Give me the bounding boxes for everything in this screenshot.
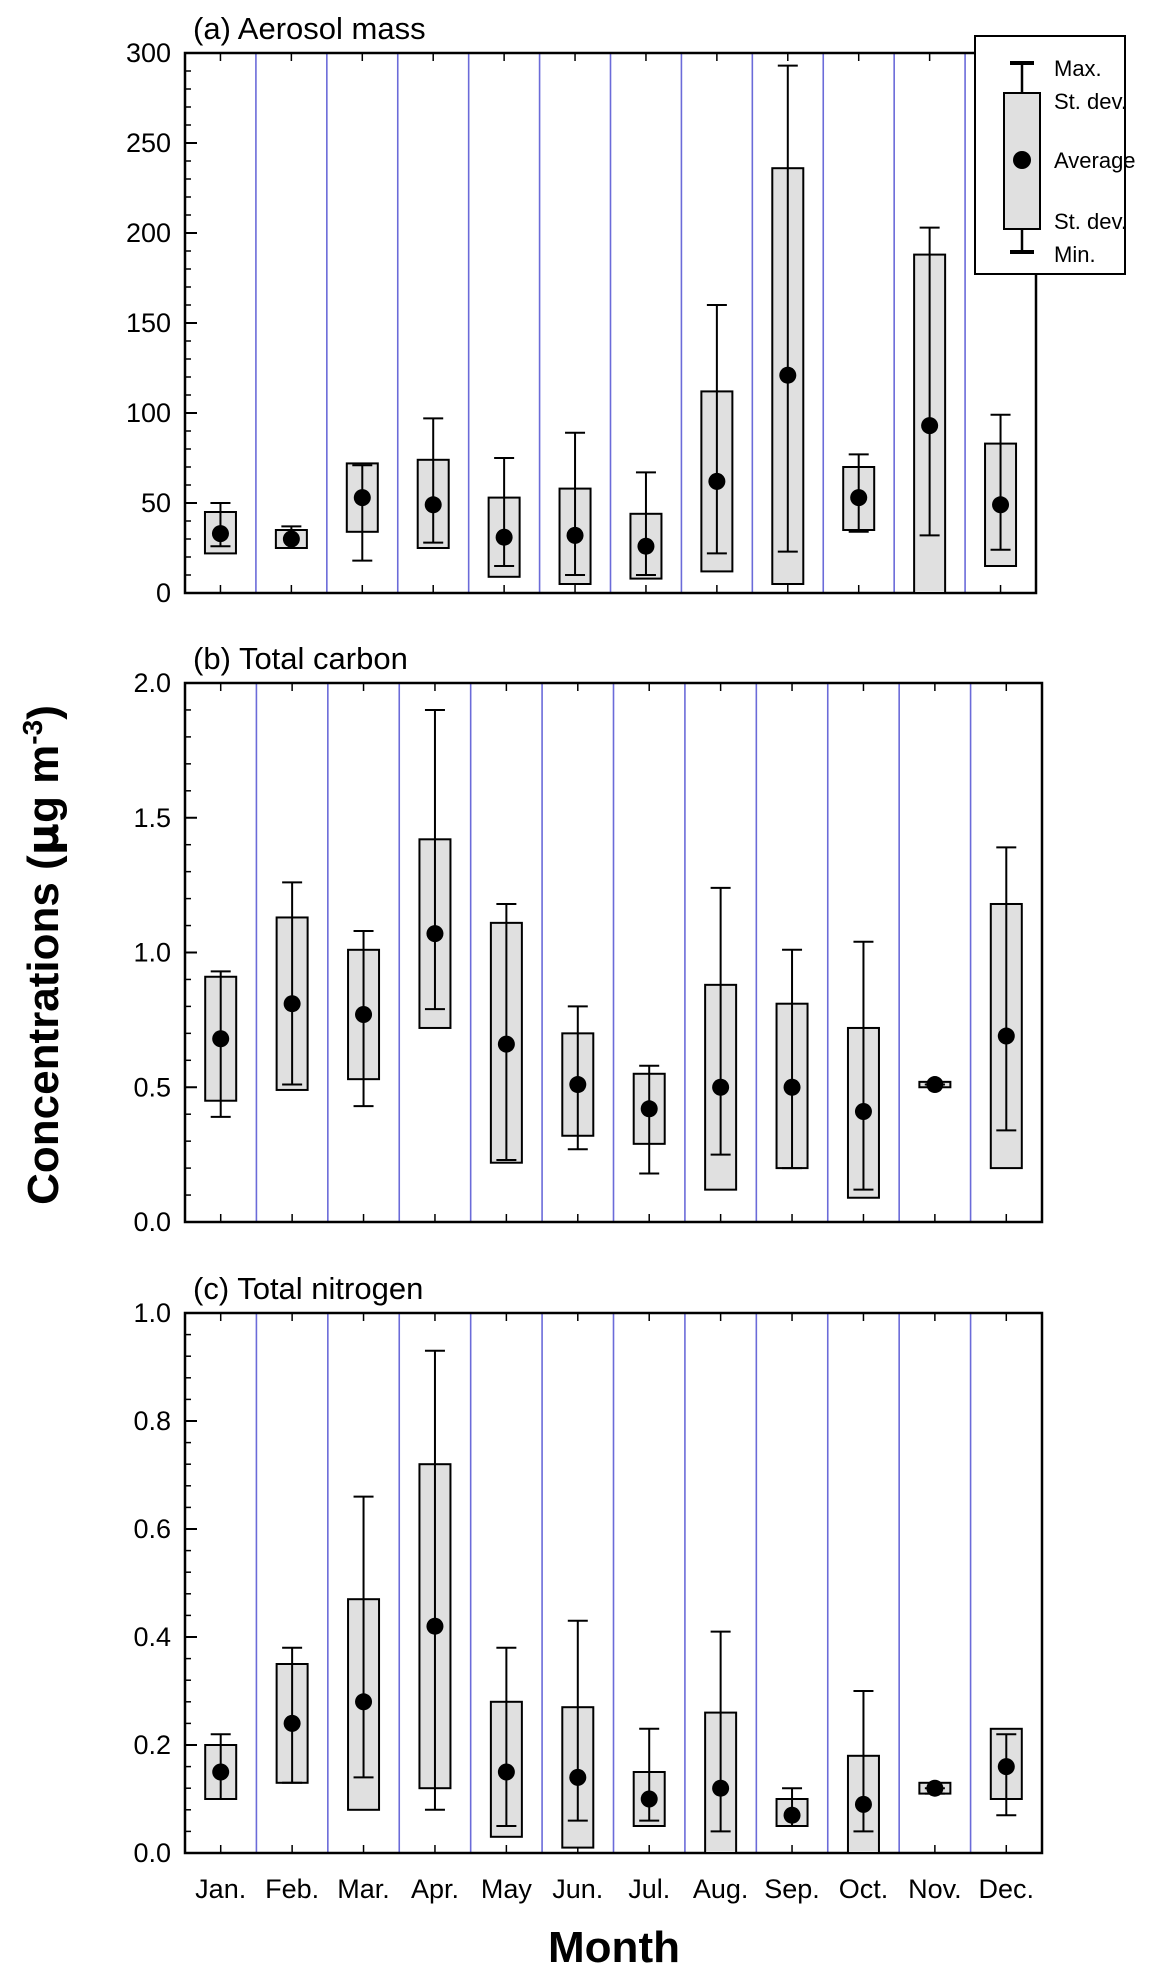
x-tick-label: Dec. <box>979 1874 1035 1904</box>
legend-label-min: Min. <box>1054 242 1096 267</box>
y-tick-label: 1.0 <box>133 1298 171 1328</box>
average-marker <box>566 526 584 544</box>
x-tick-label: Jul. <box>628 1874 670 1904</box>
legend-label-sd-upper: St. dev. <box>1054 89 1127 114</box>
panel-1: 0 50 100 150 200 250 300 (a) Aerosol mass <box>126 11 1038 608</box>
average-marker <box>495 528 513 546</box>
y-axis-title: Concentrations (μg m-3) <box>17 705 69 1205</box>
average-marker <box>779 366 797 384</box>
x-tick-label: Aug. <box>693 1874 749 1904</box>
average-marker <box>353 489 371 507</box>
average-marker <box>992 496 1010 514</box>
average-marker <box>211 525 229 543</box>
average-marker <box>926 1076 944 1094</box>
x-tick-label: Jan. <box>195 1874 246 1904</box>
average-marker <box>921 417 939 435</box>
y-tick-label: 2.0 <box>133 668 171 698</box>
legend-label-max: Max. <box>1054 56 1102 81</box>
average-marker <box>637 537 655 555</box>
y-tick-label: 1.0 <box>133 938 171 968</box>
average-marker <box>712 1779 730 1797</box>
y-tick-label: 100 <box>126 398 171 428</box>
average-marker <box>212 1030 230 1048</box>
legend-label-sd-lower: St. dev. <box>1054 209 1127 234</box>
y-tick-label: 0.2 <box>133 1730 171 1760</box>
y-tick-label: 200 <box>126 218 171 248</box>
average-marker <box>424 496 442 514</box>
y-axis-title-exponent: -3 <box>17 720 48 745</box>
average-marker <box>854 1795 872 1813</box>
y-axis-title-close: ) <box>19 705 68 720</box>
panel-title: (b) Total carbon <box>193 641 408 676</box>
y-tick-label: 250 <box>126 128 171 158</box>
x-tick-label: Mar. <box>337 1874 390 1904</box>
average-marker <box>426 925 444 943</box>
x-axis-title: Month <box>548 1923 680 1972</box>
x-tick-label: Nov. <box>908 1874 962 1904</box>
average-marker <box>497 1763 515 1781</box>
average-marker <box>783 1806 801 1824</box>
average-marker <box>569 1768 587 1786</box>
average-marker <box>640 1100 658 1118</box>
legend: Max. St. dev. Average St. dev. Min. <box>974 35 1136 275</box>
legend-frame <box>974 35 1126 275</box>
y-tick-label: 0.0 <box>133 1838 171 1868</box>
average-marker <box>997 1027 1015 1045</box>
panel-3: 0.0 0.2 0.4 0.6 0.8 1.0 (c) Total nitrogen Jan.… <box>133 1271 1044 1904</box>
average-marker <box>640 1790 658 1808</box>
y-tick-label: 0.5 <box>133 1072 171 1102</box>
average-marker <box>850 489 868 507</box>
y-tick-label: 150 <box>126 308 171 338</box>
average-marker <box>355 1005 373 1023</box>
panel-2: 0.0 0.5 1.0 1.5 2.0 (b) Total carbon <box>133 641 1044 1237</box>
y-axis-title-unit: g m <box>19 745 68 823</box>
y-tick-label: 1.5 <box>133 803 171 833</box>
average-marker <box>926 1779 944 1797</box>
x-tick-label: Sep. <box>764 1874 820 1904</box>
y-tick-label: 50 <box>141 488 171 518</box>
y-tick-label: 0.8 <box>133 1406 171 1436</box>
y-tick-label: 0.0 <box>133 1207 171 1237</box>
x-tick-label: Apr. <box>411 1874 459 1904</box>
y-tick-label: 0.6 <box>133 1514 171 1544</box>
average-marker <box>282 530 300 548</box>
y-axis-title-main: Concentrations ( <box>19 855 68 1205</box>
average-marker <box>212 1763 230 1781</box>
plot-frame <box>183 1311 1044 1855</box>
panel-title: (c) Total nitrogen <box>193 1271 423 1306</box>
x-tick-label: May <box>481 1874 533 1904</box>
legend-average-marker <box>1013 151 1031 169</box>
average-marker <box>355 1693 373 1711</box>
average-marker <box>569 1076 587 1094</box>
average-marker <box>708 472 726 490</box>
average-marker <box>783 1078 801 1096</box>
x-tick-label: Feb. <box>265 1874 319 1904</box>
x-tick-label: Jun. <box>552 1874 603 1904</box>
y-tick-label: 0 <box>156 578 171 608</box>
y-tick-label: 0.4 <box>133 1622 171 1652</box>
average-marker <box>497 1035 515 1053</box>
average-marker <box>712 1078 730 1096</box>
y-axis-title-mu: μ <box>18 823 69 855</box>
x-tick-label: Oct. <box>839 1874 889 1904</box>
panel-title: (a) Aerosol mass <box>193 11 426 46</box>
average-marker <box>997 1758 1015 1776</box>
average-marker <box>426 1617 444 1635</box>
average-marker <box>283 1714 301 1732</box>
y-tick-label: 300 <box>126 38 171 68</box>
legend-label-average: Average <box>1054 148 1136 173</box>
average-marker <box>854 1103 872 1121</box>
average-marker <box>283 995 301 1013</box>
